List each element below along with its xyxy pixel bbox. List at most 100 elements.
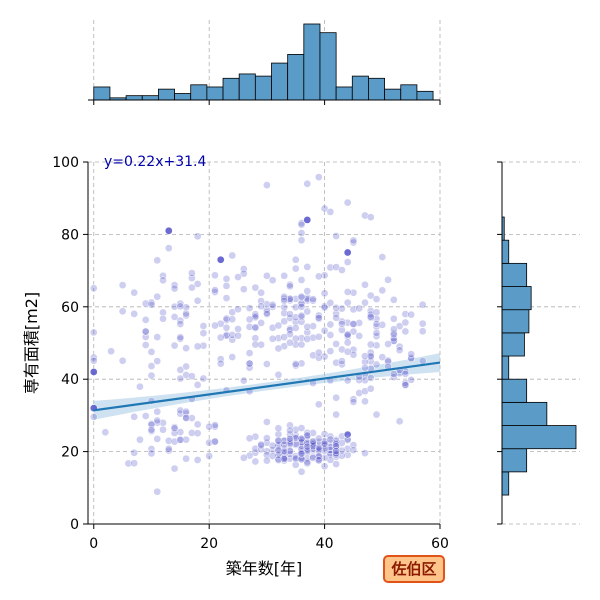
scatter-point (314, 332, 323, 341)
scatter-point (251, 432, 260, 441)
scatter-point (355, 376, 364, 384)
scatter-point (263, 434, 271, 442)
scatter-point (263, 306, 271, 314)
scatter-point (366, 310, 375, 319)
scatter-point (343, 298, 352, 307)
scatter-point (297, 292, 306, 301)
scatter-point (303, 328, 312, 337)
y-tick-label: 40 (61, 372, 79, 388)
scatter-point (268, 441, 277, 450)
x-hist-bar (351, 75, 369, 101)
scatter-point (349, 320, 358, 328)
scatter-point (303, 459, 312, 468)
x-hist-bar (384, 88, 402, 101)
scatter-point (280, 444, 289, 453)
scatter-point (286, 326, 294, 334)
scatter-point (193, 381, 202, 389)
scatter-point (361, 363, 369, 372)
scatter-point (407, 310, 415, 319)
scatter-point (389, 336, 398, 345)
scatter-point (366, 374, 375, 382)
scatter-point (309, 295, 317, 303)
scatter-point (193, 296, 202, 305)
scatter-point (263, 181, 271, 189)
scatter-point (245, 304, 254, 312)
y-hist-bar (501, 425, 577, 450)
x-hist-bar (93, 86, 111, 101)
x-hist-bar (190, 84, 208, 101)
region-badge-text: 佐伯区 (390, 560, 436, 578)
scatter-point (332, 440, 340, 449)
scatter-point (147, 449, 156, 458)
x-hist-bar (141, 95, 159, 101)
scatter-point (280, 303, 289, 312)
scatter-point (280, 317, 289, 326)
scatter-point (355, 319, 364, 327)
y-tick-label: 20 (61, 445, 79, 461)
x-hist-bar (335, 86, 353, 101)
scatter-point (303, 442, 312, 451)
scatter-point (141, 412, 150, 420)
scatter-point (418, 327, 427, 336)
scatter-point (268, 300, 277, 309)
scatter-point (297, 276, 306, 284)
scatter-point (372, 322, 381, 331)
region-badge: 佐伯区 (383, 555, 445, 583)
x-hist-bar (125, 95, 143, 101)
scatter-point (332, 232, 340, 240)
scatter-point (303, 307, 312, 316)
scatter-point (257, 440, 265, 449)
scatter-point (303, 263, 312, 271)
scatter-point (182, 414, 190, 422)
scatter-point (274, 455, 283, 464)
scatter-point (343, 248, 352, 257)
scatter-point (389, 314, 398, 323)
scatter-point (314, 348, 323, 357)
scatter-point (314, 173, 323, 181)
scatter-point (170, 313, 179, 321)
scatter-point (211, 321, 219, 330)
scatter-point (366, 351, 375, 360)
scatter-point (297, 424, 306, 432)
x-hist-bar (287, 54, 305, 101)
scatter-point (349, 446, 358, 454)
scatter-point (309, 351, 317, 360)
scatter-point (326, 331, 335, 339)
scatter-point (286, 426, 294, 435)
scatter-point (297, 455, 306, 464)
scatter-point (280, 271, 289, 280)
scatter-point (349, 288, 358, 297)
scatter-point (343, 198, 352, 207)
scatter-point (251, 340, 260, 349)
scatter-point (251, 313, 260, 322)
scatter-point (291, 295, 300, 303)
y-tick-label: 0 (70, 517, 79, 533)
scatter-point (89, 284, 98, 293)
scatter-point (286, 434, 294, 443)
scatter-point (130, 412, 139, 421)
scatter-point (320, 439, 329, 448)
scatter-point (320, 326, 329, 335)
scatter-point (268, 276, 277, 285)
scatter-point (389, 334, 398, 343)
scatter-point (263, 360, 271, 368)
scatter-point (176, 302, 185, 311)
scatter-point (309, 322, 317, 331)
scatter-point (251, 283, 260, 292)
scatter-point (89, 368, 98, 376)
scatter-point (89, 328, 98, 337)
scatter-point (291, 454, 300, 463)
scatter-point (326, 299, 335, 307)
scatter-point (320, 303, 329, 312)
scatter-point (366, 340, 375, 349)
scatter-point (182, 407, 190, 416)
scatter-point (418, 357, 427, 365)
scatter-point (228, 331, 237, 339)
scatter-point (389, 295, 398, 304)
scatter-point (343, 258, 352, 266)
scatter-point (176, 366, 185, 374)
scatter-point (338, 266, 346, 274)
scatter-point (147, 425, 156, 434)
scatter-point (309, 333, 317, 342)
scatter-point (297, 438, 306, 447)
